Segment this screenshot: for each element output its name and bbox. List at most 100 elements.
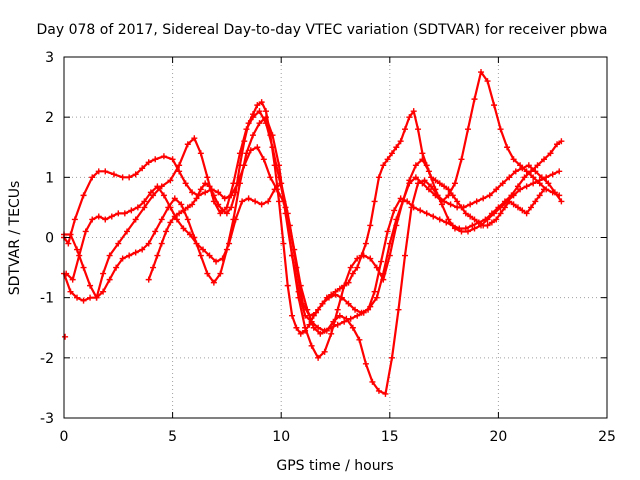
data-point	[369, 378, 376, 385]
data-point	[493, 186, 500, 193]
data-point	[428, 174, 435, 181]
data-point	[547, 150, 554, 157]
data-point	[484, 78, 491, 85]
data-point	[473, 198, 480, 205]
data-point	[510, 201, 517, 208]
data-point	[204, 174, 211, 181]
data-point	[530, 174, 537, 181]
data-point	[219, 207, 226, 214]
data-point	[380, 276, 387, 283]
data-point	[436, 216, 443, 223]
data-point	[62, 333, 69, 340]
data-point	[180, 225, 187, 232]
data-point	[258, 99, 265, 106]
data-point	[373, 264, 380, 271]
data-point	[150, 264, 157, 271]
data-point	[554, 141, 561, 148]
data-point	[323, 294, 330, 301]
data-point	[258, 201, 265, 208]
data-point	[110, 171, 117, 178]
data-point	[458, 204, 465, 211]
data-point	[517, 186, 524, 193]
series-4	[63, 162, 565, 397]
data-point	[128, 207, 135, 214]
data-point	[415, 180, 422, 187]
data-point	[530, 180, 537, 187]
data-point	[113, 264, 120, 271]
y-tick-label: -2	[40, 351, 54, 367]
data-point	[119, 255, 126, 262]
y-tick-label: -1	[40, 291, 54, 307]
data-point	[514, 204, 521, 211]
data-point	[380, 162, 387, 169]
data-point	[545, 180, 552, 187]
data-point	[360, 309, 367, 316]
data-point	[158, 240, 165, 247]
data-point	[271, 162, 278, 169]
y-tick-label: 1	[45, 170, 54, 186]
data-point	[221, 195, 228, 202]
data-point	[419, 150, 426, 157]
y-tick-label: 2	[45, 110, 54, 126]
data-point	[328, 330, 335, 337]
data-point	[132, 249, 139, 256]
data-point	[356, 336, 363, 343]
data-point	[406, 114, 413, 121]
data-point	[210, 279, 217, 286]
data-point	[445, 186, 452, 193]
x-tick-label: 20	[489, 429, 507, 445]
data-point	[330, 318, 337, 325]
y-tick-label: 3	[45, 50, 54, 66]
data-point	[464, 228, 471, 235]
data-point	[506, 174, 513, 181]
data-point	[367, 222, 374, 229]
data-point	[519, 207, 526, 214]
data-point	[334, 321, 341, 328]
data-point	[145, 276, 152, 283]
data-point	[202, 180, 209, 187]
data-point	[491, 210, 498, 217]
data-point	[80, 192, 87, 199]
data-point	[486, 192, 493, 199]
data-point	[349, 324, 356, 331]
data-point	[523, 168, 530, 175]
data-point	[241, 138, 248, 145]
data-point	[297, 282, 304, 289]
data-point	[180, 207, 187, 214]
data-point	[171, 195, 178, 202]
data-point	[247, 147, 254, 154]
plot-frame	[63, 56, 608, 419]
data-point	[410, 108, 417, 115]
data-point	[267, 174, 274, 181]
data-point	[87, 282, 94, 289]
data-point	[115, 240, 122, 247]
data-point	[415, 126, 422, 133]
data-point	[367, 255, 374, 262]
data-point	[256, 108, 263, 115]
data-point	[254, 144, 261, 151]
data-point	[254, 102, 261, 109]
data-point	[397, 138, 404, 145]
data-point	[184, 204, 191, 211]
data-point	[469, 222, 476, 229]
data-point	[536, 177, 543, 184]
chart-title: Day 078 of 2017, Sidereal Day-to-day VTE…	[36, 22, 607, 38]
data-point	[215, 189, 222, 196]
data-point	[362, 240, 369, 247]
data-point	[193, 240, 200, 247]
data-point	[308, 342, 315, 349]
data-point	[510, 192, 517, 199]
data-point	[119, 174, 126, 181]
data-point	[484, 216, 491, 223]
data-point	[67, 231, 74, 238]
data-point	[154, 183, 161, 190]
grid-lines	[64, 57, 607, 418]
data-point	[245, 120, 252, 127]
data-point	[278, 180, 285, 187]
data-point	[525, 162, 532, 169]
data-point	[302, 327, 309, 334]
data-point	[150, 192, 157, 199]
data-point	[141, 204, 148, 211]
data-point	[428, 183, 435, 190]
data-point	[178, 201, 185, 208]
